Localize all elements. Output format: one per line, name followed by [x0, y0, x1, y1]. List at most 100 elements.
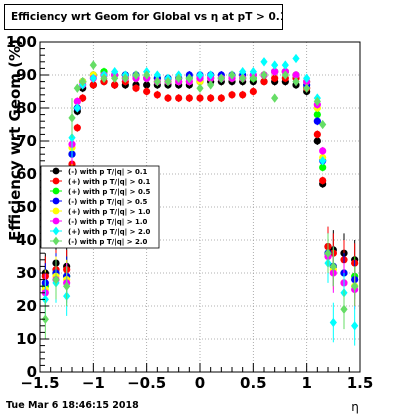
x-axis-label: η [351, 400, 359, 414]
data-point [271, 68, 279, 76]
data-point [249, 73, 257, 83]
data-point [89, 81, 97, 89]
y-tick-label: 10 [16, 330, 37, 348]
data-point [132, 84, 140, 92]
legend-marker [52, 236, 60, 246]
x-tick-label: −1 [82, 374, 105, 392]
data-point [217, 94, 225, 102]
data-point [303, 83, 311, 93]
x-tick-label: 1 [301, 374, 311, 392]
data-point [207, 94, 215, 102]
legend-box [40, 165, 160, 249]
data-point [73, 97, 81, 105]
data-point [313, 117, 321, 125]
data-point [196, 70, 204, 80]
data-point [79, 94, 87, 102]
data-point [153, 91, 161, 99]
data-point [303, 73, 311, 83]
legend-marker [52, 217, 60, 225]
data-point [89, 60, 97, 70]
y-tick-label: 50 [16, 198, 37, 216]
data-point [41, 314, 49, 324]
data-point [111, 73, 119, 83]
data-point [313, 111, 321, 119]
legend-marker [52, 167, 60, 175]
data-point [260, 78, 268, 86]
data-point [73, 83, 81, 93]
legend-label: (+) with p T/|q| > 1.0 [68, 208, 151, 217]
data-point [271, 74, 279, 82]
x-tick-label: 0.5 [240, 374, 267, 392]
data-point [292, 71, 300, 79]
data-point [175, 73, 183, 83]
data-point [239, 67, 247, 77]
y-tick-label: 40 [16, 231, 37, 249]
chart-title: Efficiency wrt Geom for Global vs η at p… [4, 4, 283, 30]
data-point [143, 70, 151, 80]
data-point [249, 67, 257, 77]
legend-marker [52, 187, 60, 195]
legend-label: (-) with p T/|q| > 1.0 [68, 218, 148, 227]
x-tick-label: −0.5 [127, 374, 166, 392]
data-point [313, 137, 321, 145]
data-point [111, 67, 119, 77]
y-axis-label: Efficiency wrt Geom (%) [6, 39, 24, 241]
data-point [207, 70, 215, 80]
timestamp: Tue Mar 6 18:46:15 2018 [6, 400, 139, 411]
data-point [100, 73, 108, 83]
data-point [217, 73, 225, 83]
data-point [228, 91, 236, 99]
data-point [73, 124, 81, 132]
legend-label: (-) with p T/|q| > 0.5 [68, 198, 148, 207]
data-point [132, 70, 140, 80]
data-point [73, 103, 81, 113]
data-point [319, 163, 327, 171]
legend-label: (+) with p T/|q| > 0.1 [68, 178, 151, 187]
data-point [143, 87, 151, 96]
data-point [260, 70, 268, 80]
data-point [239, 91, 247, 99]
legend-marker [52, 197, 60, 205]
data-point [239, 73, 247, 83]
data-point [68, 113, 76, 123]
data-point [324, 248, 332, 258]
legend-label: (+) with p T/|q| > 0.5 [68, 188, 151, 197]
data-point [63, 281, 71, 291]
data-point [351, 321, 359, 331]
data-point [153, 76, 161, 87]
data-point [79, 76, 87, 87]
data-point [281, 60, 289, 70]
legend-marker [52, 207, 60, 215]
data-point [52, 274, 60, 285]
data-point [185, 94, 193, 102]
data-point [164, 94, 172, 102]
y-tick-label: 70 [16, 132, 37, 150]
data-point [271, 60, 279, 70]
data-point [196, 83, 204, 93]
data-point [164, 76, 172, 87]
data-point [111, 81, 119, 89]
data-point [329, 261, 337, 272]
data-point [319, 156, 327, 166]
data-point [281, 70, 289, 80]
legend: (-) with p T/|q| > 0.1(+) with p T/|q| >… [40, 165, 160, 249]
data-point [185, 73, 193, 83]
y-tick-label: 90 [16, 66, 37, 84]
data-point [249, 87, 257, 96]
y-tick-label: 100 [6, 33, 37, 51]
legend-label: (-) with p T/|q| > 0.1 [68, 168, 148, 177]
data-point [340, 304, 348, 314]
data-point [207, 80, 215, 90]
data-point [228, 70, 236, 80]
series-7 [41, 60, 359, 339]
data-point [319, 119, 327, 130]
data-point [319, 147, 327, 155]
data-point [351, 281, 359, 291]
data-point [175, 94, 183, 102]
legend-label: (-) with p T/|q| > 2.0 [68, 238, 148, 247]
data-point [313, 96, 321, 107]
data-point [292, 53, 300, 64]
y-tick-label: 80 [16, 99, 37, 117]
legend-marker [52, 226, 60, 236]
